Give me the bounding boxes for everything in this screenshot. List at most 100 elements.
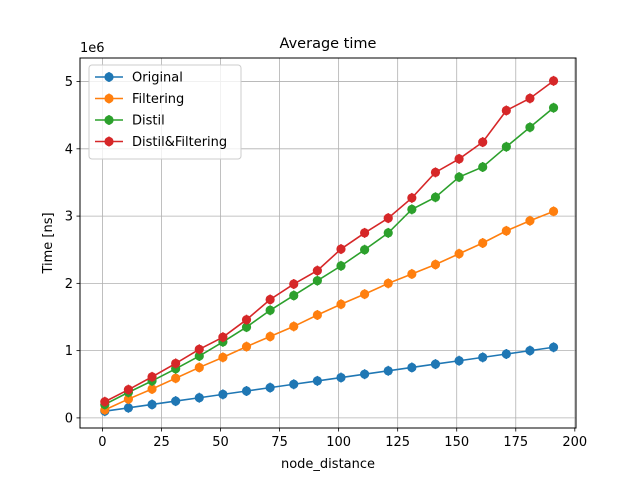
y-tick-label: 4 bbox=[65, 142, 73, 157]
data-point-distil bbox=[265, 305, 275, 315]
data-point-distil bbox=[430, 192, 441, 202]
data-point-filtering bbox=[171, 373, 181, 383]
data-point-distil-filtering bbox=[218, 332, 228, 342]
data-point-distil-filtering bbox=[289, 279, 299, 289]
x-tick-label: 150 bbox=[444, 435, 469, 450]
data-point-filtering bbox=[525, 216, 535, 226]
data-point-filtering bbox=[336, 299, 346, 309]
data-point-filtering bbox=[123, 394, 134, 404]
y-axis-offset-label: 1e6 bbox=[80, 41, 105, 56]
plot-frame bbox=[79, 57, 577, 429]
data-point-distil-filtering bbox=[123, 385, 134, 395]
data-point-original bbox=[123, 403, 134, 413]
data-point-distil bbox=[454, 172, 464, 182]
x-tick-label: 200 bbox=[562, 435, 587, 450]
legend-marker bbox=[104, 93, 114, 104]
data-point-original bbox=[194, 393, 204, 403]
data-point-original bbox=[478, 352, 488, 362]
data-point-distil bbox=[383, 228, 393, 238]
legend-item-distil: Distil bbox=[95, 114, 165, 129]
data-point-original bbox=[171, 396, 181, 406]
data-point-original bbox=[312, 376, 322, 386]
x-tick-label: 0 bbox=[98, 435, 106, 450]
data-point-original bbox=[407, 362, 417, 373]
data-point-filtering bbox=[218, 352, 228, 362]
data-point-distil-filtering bbox=[501, 105, 511, 116]
data-point-filtering bbox=[194, 362, 204, 373]
series-original bbox=[100, 342, 559, 417]
data-point-original bbox=[241, 386, 252, 396]
ticks: 0 25 50 75 100 125 150 175 200 0 1 2 3 4 5 bbox=[65, 75, 588, 450]
data-point-filtering bbox=[430, 259, 441, 270]
y-tick-label: 2 bbox=[65, 277, 73, 292]
data-point-distil bbox=[525, 122, 535, 132]
data-point-original bbox=[265, 383, 275, 393]
data-point-filtering bbox=[383, 278, 393, 288]
data-point-distil bbox=[478, 162, 488, 172]
data-point-original bbox=[430, 359, 441, 369]
data-point-distil-filtering bbox=[383, 213, 393, 223]
x-tick-label: 125 bbox=[385, 435, 410, 450]
data-point-distil-filtering bbox=[194, 344, 204, 354]
legend-marker bbox=[104, 136, 114, 147]
data-point-distil bbox=[501, 142, 511, 152]
x-tick-label: 175 bbox=[503, 435, 528, 450]
data-point-distil-filtering bbox=[360, 228, 370, 238]
data-point-original bbox=[218, 389, 228, 399]
legend-label: Distil&Filtering bbox=[132, 135, 227, 150]
data-point-filtering bbox=[501, 226, 511, 236]
data-point-filtering bbox=[454, 249, 464, 259]
y-tick-label: 1 bbox=[65, 344, 73, 359]
data-point-distil bbox=[241, 322, 252, 332]
x-tick-label: 100 bbox=[326, 435, 351, 450]
legend-marker bbox=[104, 115, 114, 125]
data-point-distil-filtering bbox=[265, 294, 275, 305]
data-point-distil-filtering bbox=[548, 76, 559, 86]
series-filtering bbox=[100, 206, 559, 415]
y-tick-label: 3 bbox=[65, 210, 73, 225]
x-tick-label: 25 bbox=[153, 435, 170, 450]
data-point-original bbox=[454, 356, 464, 366]
data-point-original bbox=[289, 379, 299, 389]
data-point-filtering bbox=[147, 384, 157, 394]
data-point-distil-filtering bbox=[478, 137, 488, 147]
data-point-distil-filtering bbox=[241, 315, 252, 325]
data-point-filtering bbox=[407, 269, 417, 279]
data-point-distil-filtering bbox=[147, 372, 157, 382]
data-point-distil bbox=[336, 261, 346, 271]
series-layer bbox=[100, 75, 559, 417]
y-tick-label: 0 bbox=[65, 411, 73, 426]
legend: Original Filtering Distil Distil&Filtering bbox=[88, 64, 242, 160]
chart-title: Average time bbox=[280, 36, 377, 52]
legend-item-filtering: Filtering bbox=[95, 92, 184, 107]
data-point-distil-filtering bbox=[100, 397, 110, 407]
y-tick-label: 5 bbox=[65, 75, 73, 90]
legend-label: Filtering bbox=[132, 92, 184, 107]
legend-label: Distil bbox=[132, 114, 165, 129]
data-point-original bbox=[336, 372, 346, 383]
data-point-original bbox=[548, 342, 559, 352]
data-point-distil bbox=[548, 103, 559, 113]
data-point-distil bbox=[360, 245, 370, 255]
data-point-distil-filtering bbox=[430, 167, 441, 177]
data-point-original bbox=[501, 349, 511, 359]
data-point-distil-filtering bbox=[525, 93, 535, 103]
data-point-filtering bbox=[241, 342, 252, 352]
x-tick-label: 50 bbox=[212, 435, 229, 450]
data-point-distil bbox=[289, 290, 299, 301]
data-point-filtering bbox=[548, 206, 559, 216]
data-point-distil-filtering bbox=[407, 193, 417, 203]
data-point-original bbox=[525, 346, 535, 356]
data-point-original bbox=[360, 369, 370, 379]
legend-box bbox=[88, 64, 242, 160]
data-point-filtering bbox=[289, 321, 299, 332]
data-point-distil bbox=[312, 276, 322, 286]
legend-label: Original bbox=[132, 71, 183, 86]
series-distil-filtering bbox=[100, 75, 559, 407]
data-point-original bbox=[383, 366, 393, 376]
data-point-distil bbox=[407, 204, 417, 214]
data-point-distil-filtering bbox=[454, 154, 464, 164]
legend-marker bbox=[104, 72, 114, 82]
data-point-distil-filtering bbox=[171, 358, 181, 369]
